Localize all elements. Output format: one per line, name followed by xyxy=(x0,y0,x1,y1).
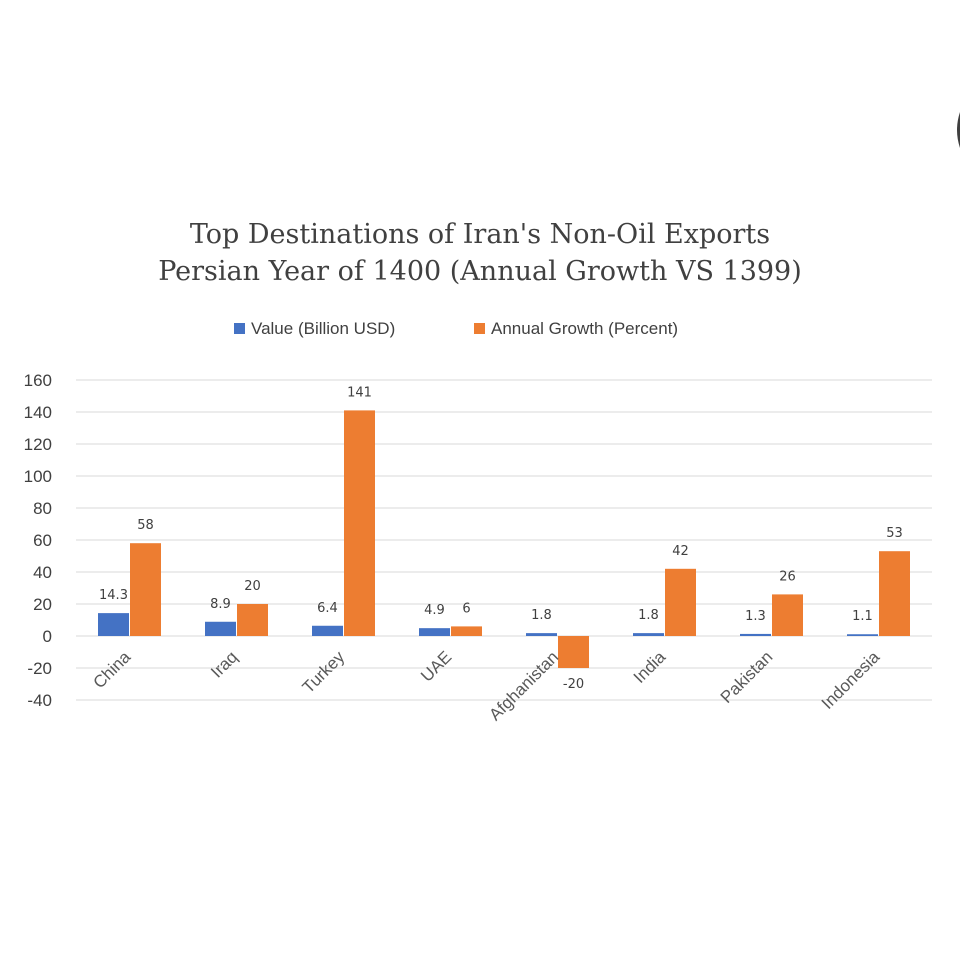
bar-growth xyxy=(558,636,589,668)
chart-subtitle: Persian Year of 1400 (Annual Growth VS 1… xyxy=(158,256,802,287)
bar-growth xyxy=(772,594,803,636)
x-tick-label: Indonesia xyxy=(818,647,884,713)
bar-growth xyxy=(344,410,375,636)
legend-item-growth: Annual Growth (Percent) xyxy=(474,319,678,338)
x-tick-label: Turkey xyxy=(299,647,349,697)
x-tick-label: Afghanistan xyxy=(485,647,562,724)
x-tick-label: India xyxy=(630,647,670,687)
bar-value xyxy=(98,613,129,636)
legend-label-growth: Annual Growth (Percent) xyxy=(491,319,678,338)
bar-growth xyxy=(665,568,696,636)
legend-swatch-value xyxy=(234,323,245,334)
legend-label-value: Value (Billion USD) xyxy=(251,319,395,338)
y-tick-label: 80 xyxy=(33,499,52,518)
y-tick-label: 60 xyxy=(33,531,52,550)
x-tick-label: UAE xyxy=(417,647,455,685)
data-label-growth: 42 xyxy=(672,544,689,559)
data-label-growth: 6 xyxy=(462,601,470,616)
bar-value xyxy=(526,633,557,636)
data-label-value: 8.9 xyxy=(210,597,231,612)
data-label-value: 1.3 xyxy=(745,609,766,624)
y-tick-label: 120 xyxy=(24,435,52,454)
bar-growth xyxy=(451,626,482,636)
bar-growth xyxy=(879,551,910,636)
data-label-growth: 141 xyxy=(347,385,372,400)
gridlines xyxy=(76,379,932,701)
bar-value xyxy=(847,634,878,636)
chart-title: Top Destinations of Iran's Non-Oil Expor… xyxy=(190,219,770,250)
data-label-value: 1.1 xyxy=(852,609,873,624)
y-axis: 160 140 120 100 80 60 40 20 0 -20 -40 xyxy=(24,371,52,710)
data-label-growth: 26 xyxy=(779,569,796,584)
data-labels: 14.3 58 8.9 20 6.4 141 4.9 6 1.8 -20 1.8 42 1.3 26 1.1… xyxy=(99,385,903,692)
x-tick-label: China xyxy=(89,647,134,692)
y-tick-label: 40 xyxy=(33,563,52,582)
data-label-growth: 20 xyxy=(244,579,261,594)
legend: Value (Billion USD) Annual Growth (Perce… xyxy=(234,319,678,338)
x-tick-label: Iraq xyxy=(207,647,241,681)
bar-value xyxy=(633,633,664,636)
bar-value xyxy=(419,628,450,636)
data-label-growth: 53 xyxy=(886,526,903,541)
legend-item-value: Value (Billion USD) xyxy=(234,319,395,338)
y-tick-label: 140 xyxy=(24,403,52,422)
data-label-value: 1.8 xyxy=(638,608,659,623)
bar-value xyxy=(312,625,343,636)
data-label-growth: -20 xyxy=(563,677,584,692)
data-label-value: 14.3 xyxy=(99,588,128,603)
bar-growth xyxy=(237,604,268,636)
data-label-value: 1.8 xyxy=(531,608,552,623)
legend-swatch-growth xyxy=(474,323,485,334)
y-tick-label: -20 xyxy=(27,659,52,678)
y-tick-label: 160 xyxy=(24,371,52,390)
y-tick-label: 0 xyxy=(43,627,52,646)
bars xyxy=(98,410,910,668)
data-label-value: 6.4 xyxy=(317,601,338,616)
x-axis: China Iraq Turkey UAE Afghanistan India Pakist… xyxy=(89,647,883,724)
x-tick-label: Pakistan xyxy=(717,647,777,707)
edge-mark xyxy=(957,112,960,148)
bar-value xyxy=(740,633,771,636)
bar-value xyxy=(205,621,236,636)
y-tick-label: 20 xyxy=(33,595,52,614)
data-label-value: 4.9 xyxy=(424,603,445,618)
y-tick-label: 100 xyxy=(24,467,52,486)
bar-growth xyxy=(130,543,161,636)
data-label-growth: 58 xyxy=(137,518,154,533)
y-tick-label: -40 xyxy=(27,691,52,710)
